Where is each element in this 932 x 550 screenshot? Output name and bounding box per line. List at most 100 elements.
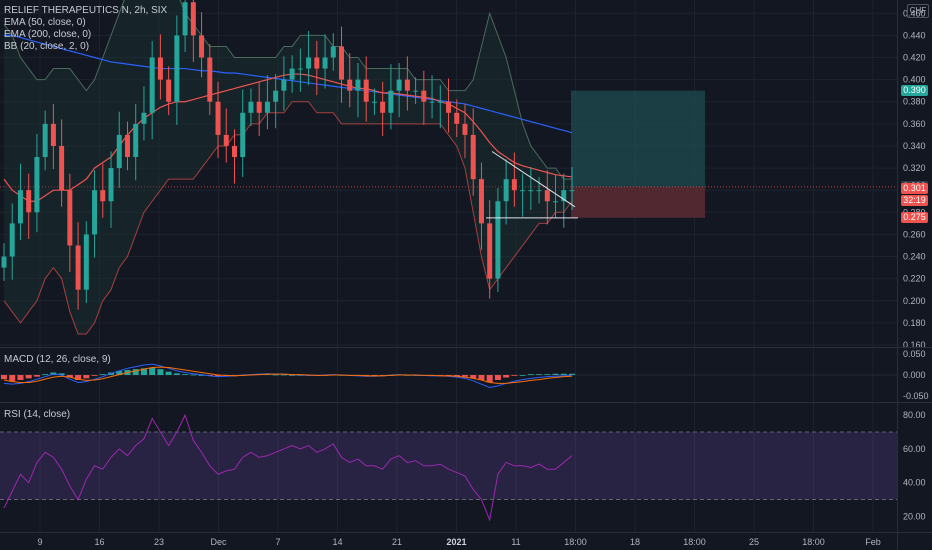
candle-body [339,46,345,80]
price-tick-label: 0.460 [903,8,926,18]
candle-body [470,134,476,180]
ema200-line [4,34,573,134]
candle-body [569,190,575,192]
macd-histogram-bar [42,374,49,375]
macd-histogram-bar [33,375,40,377]
macd-histogram-bar [486,375,493,383]
candle-body [273,90,279,102]
macd-signal-line [3,366,573,384]
macd-histogram-bar [83,375,90,379]
rsi-pane [0,413,897,522]
macd-histogram-bar [149,367,156,375]
candle-body [190,2,196,36]
macd-histogram-bar [519,375,526,376]
x-tick-label: Dec [210,537,227,547]
rsi-band [0,432,897,500]
candle-body [34,157,40,213]
candle-body [231,145,237,158]
candle-body [446,101,452,113]
candle-body [454,112,460,124]
candle-body [478,179,484,224]
candle-body [520,190,526,192]
macd-histogram-bar [66,375,73,378]
price-tick-label: 0.320 [903,163,926,173]
macd-histogram-bar [165,371,172,375]
rsi-tick-label: 40.00 [903,478,926,488]
macd-histogram-bar [132,369,139,375]
candle-body [503,179,509,202]
candle-body [536,190,542,192]
x-tick-label: 7 [275,537,280,547]
candle-body [462,123,468,135]
rsi-tick-label: 80.00 [903,410,926,420]
candle-body [371,101,377,103]
candle-body [67,190,73,246]
macd-histogram-bar [182,374,189,375]
legend-ema50[interactable]: EMA (50, close, 0) [4,17,86,28]
candle-body [149,57,155,113]
macd-histogram-bar [527,374,534,375]
candle-body [116,134,122,169]
macd-histogram-bar [99,374,106,375]
x-tick-label: 16 [94,537,104,547]
currency-badge[interactable]: CHF [907,4,929,18]
stop-zone [571,186,705,218]
price-tick-label: 0.400 [903,75,926,85]
macd-tick-label: 0.050 [903,349,926,359]
candle-body [487,223,493,279]
candle-body [553,201,559,203]
x-tick-label: 21 [392,537,402,547]
bb-upper-line [3,0,572,180]
descending-trendline [491,151,576,208]
price-tick-label: 0.240 [903,252,926,262]
candle-body [544,190,550,202]
candle-body [75,245,81,290]
chart-grid [0,0,897,532]
macd-histogram-bar [544,374,551,375]
macd-histogram-bar [289,375,296,376]
candle-body [413,90,419,92]
bb-fill [4,0,572,334]
trend-drawings[interactable] [486,151,578,219]
price-tick-label: 0.380 [903,97,926,107]
candle-body [17,190,23,224]
position-tool[interactable] [0,90,897,218]
rsi-tick-label: 20.00 [903,511,926,521]
macd-histogram-bar [9,375,16,382]
macd-histogram-bar [280,374,287,376]
x-tick-label: 11 [511,537,520,547]
candle-body [289,68,295,80]
symbol-title[interactable]: RELIEF THERAPEUTICS N, 2h, SIX [4,5,168,16]
legend-macd[interactable]: MACD (12, 26, close, 9) [4,354,111,365]
candle-body [306,57,312,69]
price-tick-label: 0.160 [903,340,926,350]
candle-body [223,134,229,146]
price-tick-label: 0.180 [903,318,926,328]
candle-body [1,256,7,268]
macd-histogram-bar [17,375,24,380]
price-tick-label: 0.200 [903,296,926,306]
legend-ema200[interactable]: EMA (200, close, 0) [4,29,92,40]
candle-body [396,79,402,91]
macd-histogram-bar [190,374,197,376]
candle-body [561,190,567,202]
candle-body [256,101,262,113]
candle-body [314,57,320,69]
candle-body [388,90,394,113]
candle-body [240,112,246,158]
candle-body [363,79,369,102]
x-tick-label: 25 [749,537,759,547]
macd-histogram-bar [511,375,518,376]
rsi-line [3,413,573,522]
candle-body [83,234,89,290]
legend-rsi[interactable]: RSI (14, close) [4,409,71,420]
x-tick-label: 2021 [446,537,466,547]
candle-body [330,46,336,58]
x-tick-label: 18:00 [564,537,587,547]
candle-body [92,190,98,235]
macd-histogram-bar [157,369,164,375]
candle-body [108,168,114,202]
legend-bb[interactable]: BB (20, close, 2, 0) [4,41,90,52]
